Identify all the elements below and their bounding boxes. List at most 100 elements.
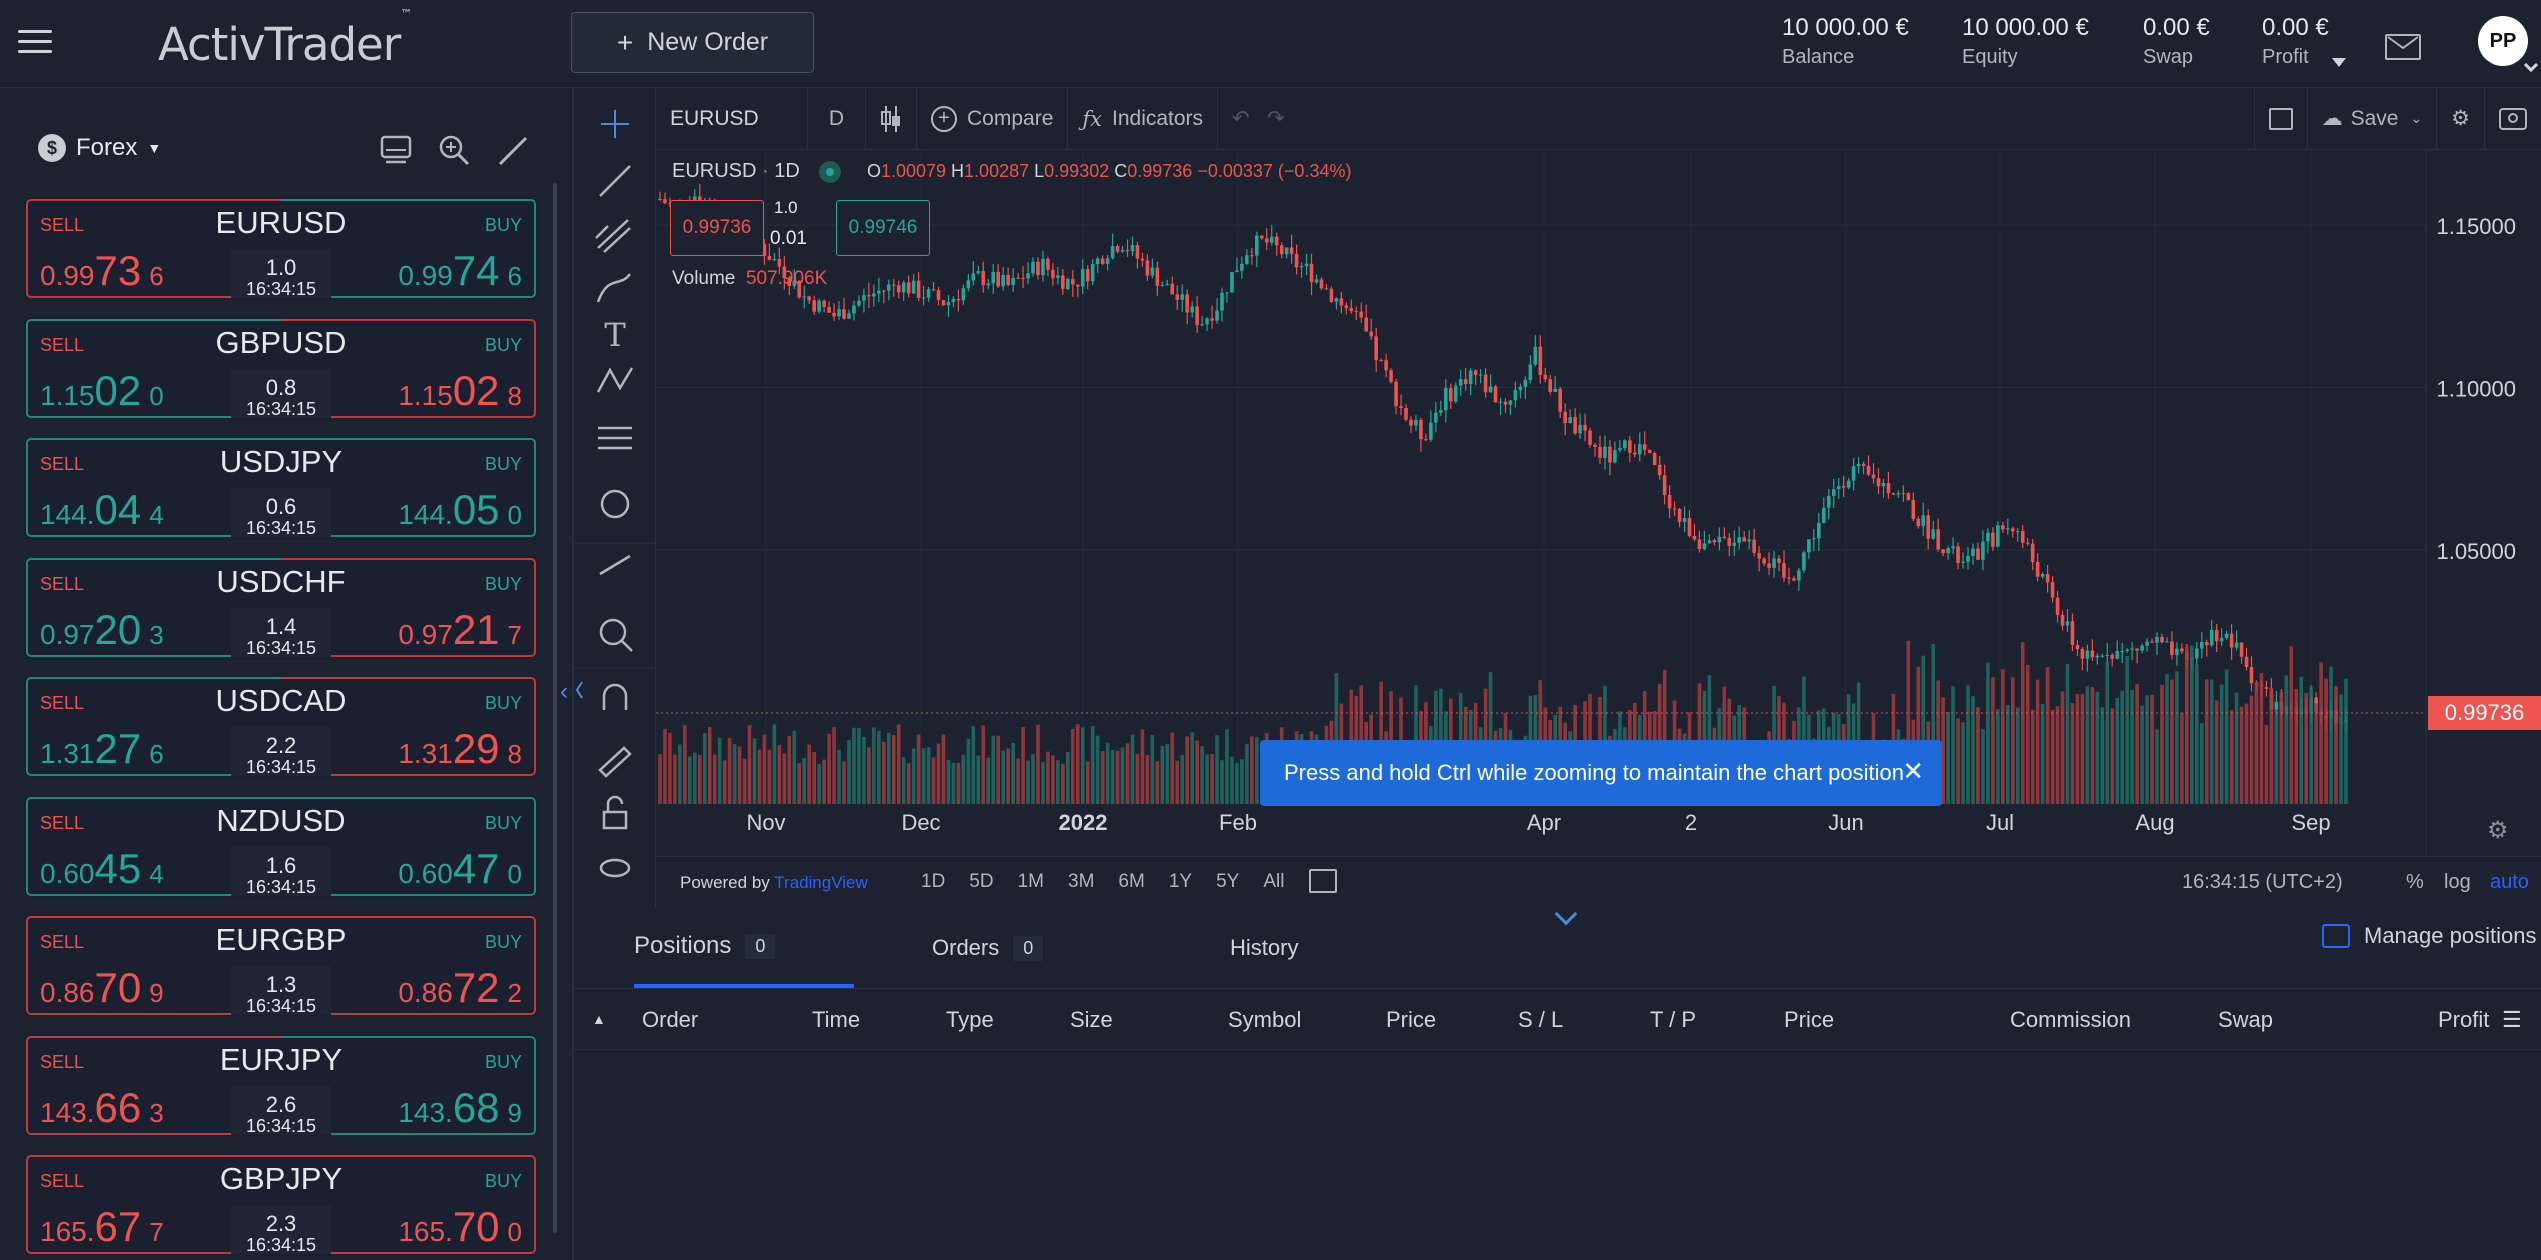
- close-icon[interactable]: ✕: [1902, 756, 1924, 786]
- tab-history[interactable]: History: [1230, 935, 1299, 960]
- sell-price[interactable]: 165.67 7: [40, 1203, 164, 1250]
- sell-price[interactable]: 1.1502 0: [40, 366, 164, 414]
- col-order[interactable]: Order: [642, 1007, 699, 1032]
- sell-side[interactable]: [26, 1155, 281, 1254]
- col-price[interactable]: Price: [1386, 1007, 1437, 1032]
- sell-side[interactable]: [26, 318, 281, 418]
- instrument-card[interactable]: SELL BUY GBPJPY 2.3 16:34:15 165.67 7 165.70 0: [24, 1153, 538, 1256]
- indicators-button[interactable]: ƒx Indicators: [1068, 87, 1219, 150]
- sell-side[interactable]: [26, 677, 281, 776]
- buy-side[interactable]: [281, 318, 536, 418]
- sell-price[interactable]: 144.04 4: [40, 486, 164, 533]
- hamburger-menu-icon[interactable]: [18, 30, 52, 56]
- col-stop-loss[interactable]: S / L: [1518, 1007, 1564, 1032]
- buy-price[interactable]: 1.1502 8: [398, 366, 522, 414]
- sell-price[interactable]: 0.8670 9: [40, 964, 164, 1011]
- sell-price[interactable]: 0.9720 3: [40, 605, 164, 653]
- buy-price[interactable]: 1.3129 8: [398, 725, 522, 772]
- range-1d[interactable]: 1D: [921, 871, 946, 892]
- manage-positions-button[interactable]: Manage positions: [2322, 896, 2536, 976]
- drawing-tool-icons[interactable]: T: [574, 88, 656, 908]
- tab-positions[interactable]: Positions 0: [634, 908, 854, 988]
- range-5y[interactable]: 5Y: [1216, 871, 1240, 892]
- sell-side[interactable]: [26, 916, 281, 1015]
- instrument-card[interactable]: SELL BUY USDCAD 2.2 16:34:15 1.3127 6 1.3129 8: [24, 675, 538, 778]
- layout-toggle-icon[interactable]: [378, 132, 414, 168]
- buy-price[interactable]: 0.9721 7: [398, 605, 522, 653]
- percent-toggle[interactable]: %: [2406, 871, 2424, 893]
- profit-display[interactable]: 0.00 € Profit: [2262, 14, 2329, 68]
- instrument-card[interactable]: SELL BUY EURJPY 2.6 16:34:15 143.66 3 143.68 9: [24, 1033, 538, 1137]
- log-toggle[interactable]: log: [2444, 871, 2471, 893]
- sell-price[interactable]: 143.66 3: [40, 1083, 164, 1131]
- instrument-card[interactable]: SELL BUY GBPUSD 0.8 16:34:15 1.1502 0 1.1502 8: [24, 316, 538, 420]
- interval-button[interactable]: D: [808, 87, 866, 150]
- col-time[interactable]: Time: [812, 1007, 861, 1032]
- buy-price[interactable]: 0.8672 2: [398, 964, 522, 1011]
- col-take-profit[interactable]: T / P: [1650, 1007, 1697, 1032]
- buy-price[interactable]: 143.68 9: [398, 1083, 522, 1131]
- quantity-field[interactable]: 0.01: [770, 228, 807, 249]
- col-type[interactable]: Type: [946, 1007, 994, 1032]
- instrument-card[interactable]: SELL BUY USDCHF 1.4 16:34:15 0.9720 3 0.9721 7: [24, 555, 538, 659]
- chevron-down-icon[interactable]: [2523, 57, 2539, 73]
- instrument-card[interactable]: SELL BUY NZDUSD 1.6 16:34:15 0.6045 4 0.6047 0: [24, 794, 538, 898]
- compare-button[interactable]: + Compare: [917, 87, 1069, 150]
- new-order-button[interactable]: + New Order: [571, 12, 814, 73]
- sell-side[interactable]: [26, 1035, 281, 1135]
- buy-side[interactable]: [281, 796, 536, 896]
- instrument-card[interactable]: SELL BUY EURUSD 1.0 16:34:15 0.9973 6 0.9974 6: [24, 197, 538, 300]
- buy-price[interactable]: 165.70 0: [398, 1203, 522, 1250]
- mail-icon[interactable]: [2385, 34, 2421, 60]
- edit-pencil-icon[interactable]: [496, 132, 532, 168]
- save-button[interactable]: ☁ Save ⌄: [2308, 87, 2438, 150]
- sidebar-scrollbar[interactable]: [553, 183, 557, 1233]
- candles-icon[interactable]: [866, 87, 917, 150]
- buy-side[interactable]: [281, 557, 536, 657]
- buy-side[interactable]: [281, 916, 536, 1015]
- symbol-search-button[interactable]: EURUSD: [656, 87, 808, 150]
- buy-side[interactable]: [281, 438, 536, 537]
- powered-by-tradingview[interactable]: Powered by TradingView: [680, 873, 868, 892]
- buy-side[interactable]: [281, 199, 536, 298]
- instrument-card[interactable]: SELL BUY USDJPY 0.6 16:34:15 144.04 4 144.05 0: [24, 436, 538, 539]
- buy-price-button[interactable]: 0.99746: [836, 200, 930, 256]
- buy-side[interactable]: [281, 677, 536, 776]
- buy-price[interactable]: 144.05 0: [398, 486, 522, 533]
- sell-price[interactable]: 1.3127 6: [40, 725, 164, 772]
- buy-price[interactable]: 0.6047 0: [398, 844, 522, 892]
- sell-price[interactable]: 0.6045 4: [40, 844, 164, 892]
- col-current-price[interactable]: Price: [1784, 1007, 1835, 1032]
- tab-orders[interactable]: Orders 0: [932, 908, 1044, 988]
- col-commission[interactable]: Commission: [2010, 1007, 2132, 1032]
- undo-redo-icons[interactable]: ↶ ↷: [1232, 107, 1285, 130]
- fullscreen-icon[interactable]: [2253, 87, 2308, 150]
- range-6m[interactable]: 6M: [1118, 871, 1145, 892]
- col-size[interactable]: Size: [1070, 1007, 1113, 1032]
- col-profit[interactable]: Profit: [2438, 1007, 2490, 1032]
- column-settings-icon[interactable]: ☰: [2502, 1007, 2522, 1032]
- search-icon[interactable]: [436, 132, 472, 168]
- brand-logo[interactable]: ActivTrader™: [158, 7, 412, 71]
- date-range-icon[interactable]: [1309, 869, 1337, 893]
- sort-asc-icon[interactable]: ▲: [592, 1011, 606, 1027]
- settings-gear-icon[interactable]: ⚙: [2437, 87, 2485, 150]
- range-5d[interactable]: 5D: [969, 871, 994, 892]
- buy-side[interactable]: [281, 1155, 536, 1254]
- sell-side[interactable]: [26, 438, 281, 537]
- camera-icon[interactable]: [2485, 88, 2541, 150]
- range-3m[interactable]: 3M: [1068, 871, 1095, 892]
- instrument-card[interactable]: SELL BUY EURGBP 1.3 16:34:15 0.8670 9 0.8672 2: [24, 914, 538, 1017]
- auto-toggle[interactable]: auto: [2490, 871, 2529, 893]
- buy-price[interactable]: 0.9974 6: [398, 247, 522, 294]
- sell-price[interactable]: 0.9973 6: [40, 247, 164, 294]
- range-1y[interactable]: 1Y: [1168, 871, 1193, 892]
- sell-price-button[interactable]: 0.99736: [670, 200, 764, 256]
- sell-side[interactable]: [26, 557, 281, 657]
- col-swap[interactable]: Swap: [2218, 1007, 2274, 1032]
- sell-side[interactable]: [26, 199, 281, 298]
- range-1m[interactable]: 1M: [1017, 871, 1044, 892]
- axis-settings-gear-icon[interactable]: ⚙: [2487, 817, 2509, 844]
- collapse-arrow-icon[interactable]: ‹: [560, 678, 568, 705]
- avatar[interactable]: PP: [2478, 16, 2528, 66]
